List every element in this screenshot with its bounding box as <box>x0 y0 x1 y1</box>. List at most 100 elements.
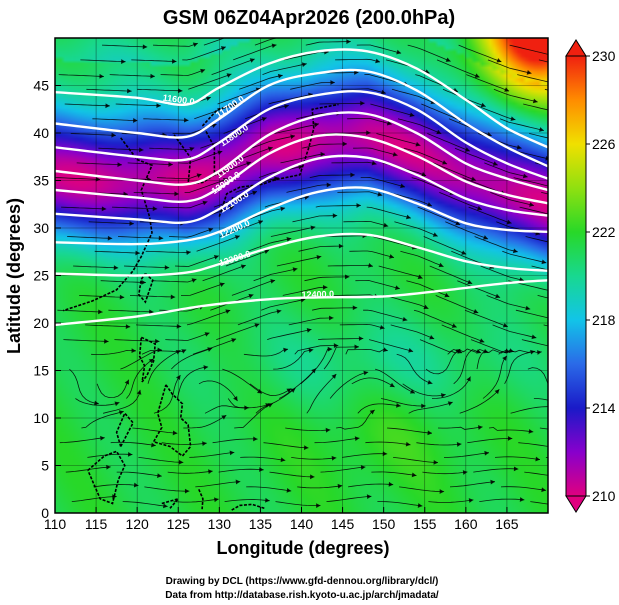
streamline-arrowhead <box>286 488 292 493</box>
streamline <box>515 309 548 319</box>
streamline-arrowhead <box>333 343 339 348</box>
streamline <box>513 177 548 187</box>
streamline-arrowhead <box>191 278 197 283</box>
coastline <box>152 384 192 458</box>
streamline-arrowhead <box>286 388 292 393</box>
streamline <box>59 437 105 444</box>
streamline <box>464 309 508 328</box>
streamline <box>247 238 292 252</box>
streamline <box>529 133 548 139</box>
streamline <box>188 73 232 90</box>
streamline-arrowhead <box>100 435 105 441</box>
streamline <box>521 339 548 347</box>
streamline <box>254 38 279 46</box>
height-contour <box>55 186 548 246</box>
streamline <box>419 339 463 354</box>
streamline <box>300 348 333 385</box>
streamline <box>441 324 485 343</box>
streamline-arrowhead <box>283 347 288 353</box>
streamline-arrowhead <box>366 494 372 500</box>
streamline <box>282 286 328 296</box>
streamline <box>500 486 547 491</box>
y-axis-label: Latitude (degrees) <box>4 198 24 354</box>
streamline <box>123 265 170 269</box>
streamline <box>458 44 502 63</box>
streamline-arrowhead <box>455 220 461 226</box>
streamline-arrowhead <box>466 376 471 382</box>
streamline <box>276 256 322 267</box>
streamline-arrowhead <box>556 394 561 398</box>
streamline-arrowhead <box>286 236 292 242</box>
streamline <box>436 59 480 78</box>
streamline-arrowhead <box>310 225 316 231</box>
streamline <box>408 401 453 414</box>
streamline-arrowhead <box>461 250 467 255</box>
streamline <box>474 236 518 253</box>
streamline <box>417 206 461 226</box>
streamline-arrowhead <box>219 282 225 287</box>
streamline <box>302 143 348 149</box>
height-contour <box>55 68 548 168</box>
streamline <box>135 324 182 327</box>
streamline <box>98 147 144 151</box>
streamline-arrowhead <box>114 401 120 407</box>
streamline <box>198 380 238 402</box>
streamline-arrowhead <box>234 235 240 240</box>
streamline <box>504 350 535 384</box>
streamline <box>429 265 473 284</box>
streamline-arrowhead <box>176 323 182 329</box>
streamline-arrowhead <box>504 87 510 92</box>
streamline-arrowhead <box>232 102 238 108</box>
streamline-arrowhead <box>519 497 525 502</box>
streamline <box>457 280 501 298</box>
streamline-arrowhead <box>151 442 156 448</box>
streamline-arrowhead <box>507 436 513 441</box>
streamline <box>120 349 163 370</box>
streamline <box>533 398 548 401</box>
streamline <box>58 74 104 77</box>
streamline <box>445 221 489 240</box>
streamline-arrowhead <box>308 348 314 353</box>
y-tick-label: 35 <box>33 173 49 189</box>
streamline-arrowhead <box>202 200 208 206</box>
streamline-arrowhead <box>402 316 408 322</box>
streamline <box>348 483 394 488</box>
streamline <box>342 453 388 458</box>
streamline-arrowhead <box>142 44 148 50</box>
streamline-arrowhead <box>377 191 383 197</box>
streamline <box>69 368 99 405</box>
streamline-arrowhead <box>342 141 348 147</box>
streamline <box>192 338 237 355</box>
streamline <box>133 192 179 195</box>
streamline-arrowhead <box>389 254 395 259</box>
streamline-arrowhead <box>265 403 271 408</box>
coastline <box>161 497 181 509</box>
streamline-arrowhead <box>205 96 211 101</box>
streamline-arrowhead <box>541 259 547 265</box>
streamline-arrowhead <box>480 102 486 108</box>
streamline-arrowhead <box>474 73 480 78</box>
streamline <box>490 192 534 206</box>
streamline <box>388 192 433 207</box>
streamline <box>403 147 448 165</box>
streamline <box>55 177 101 180</box>
height-contour <box>55 90 548 180</box>
streamline <box>132 427 178 434</box>
streamline <box>183 414 227 429</box>
streamline-arrowhead <box>270 278 276 284</box>
streamline <box>355 280 400 290</box>
streamline <box>416 442 462 446</box>
streamline-arrowhead <box>594 249 598 254</box>
streamline <box>109 74 155 77</box>
streamline-arrowhead <box>439 489 445 494</box>
y-axis-ticks: 0 5 10 15 20 25 30 35 40 45 <box>33 78 61 521</box>
streamline-arrowhead <box>451 323 457 328</box>
x-tick-label: 110 <box>44 516 67 532</box>
streamline <box>176 366 209 399</box>
streamline <box>116 471 162 477</box>
streamline-arrowhead <box>366 130 371 136</box>
streamline-arrowhead <box>131 348 136 354</box>
streamline <box>327 264 373 267</box>
streamline-arrowhead <box>261 117 267 122</box>
streamline <box>91 349 137 355</box>
